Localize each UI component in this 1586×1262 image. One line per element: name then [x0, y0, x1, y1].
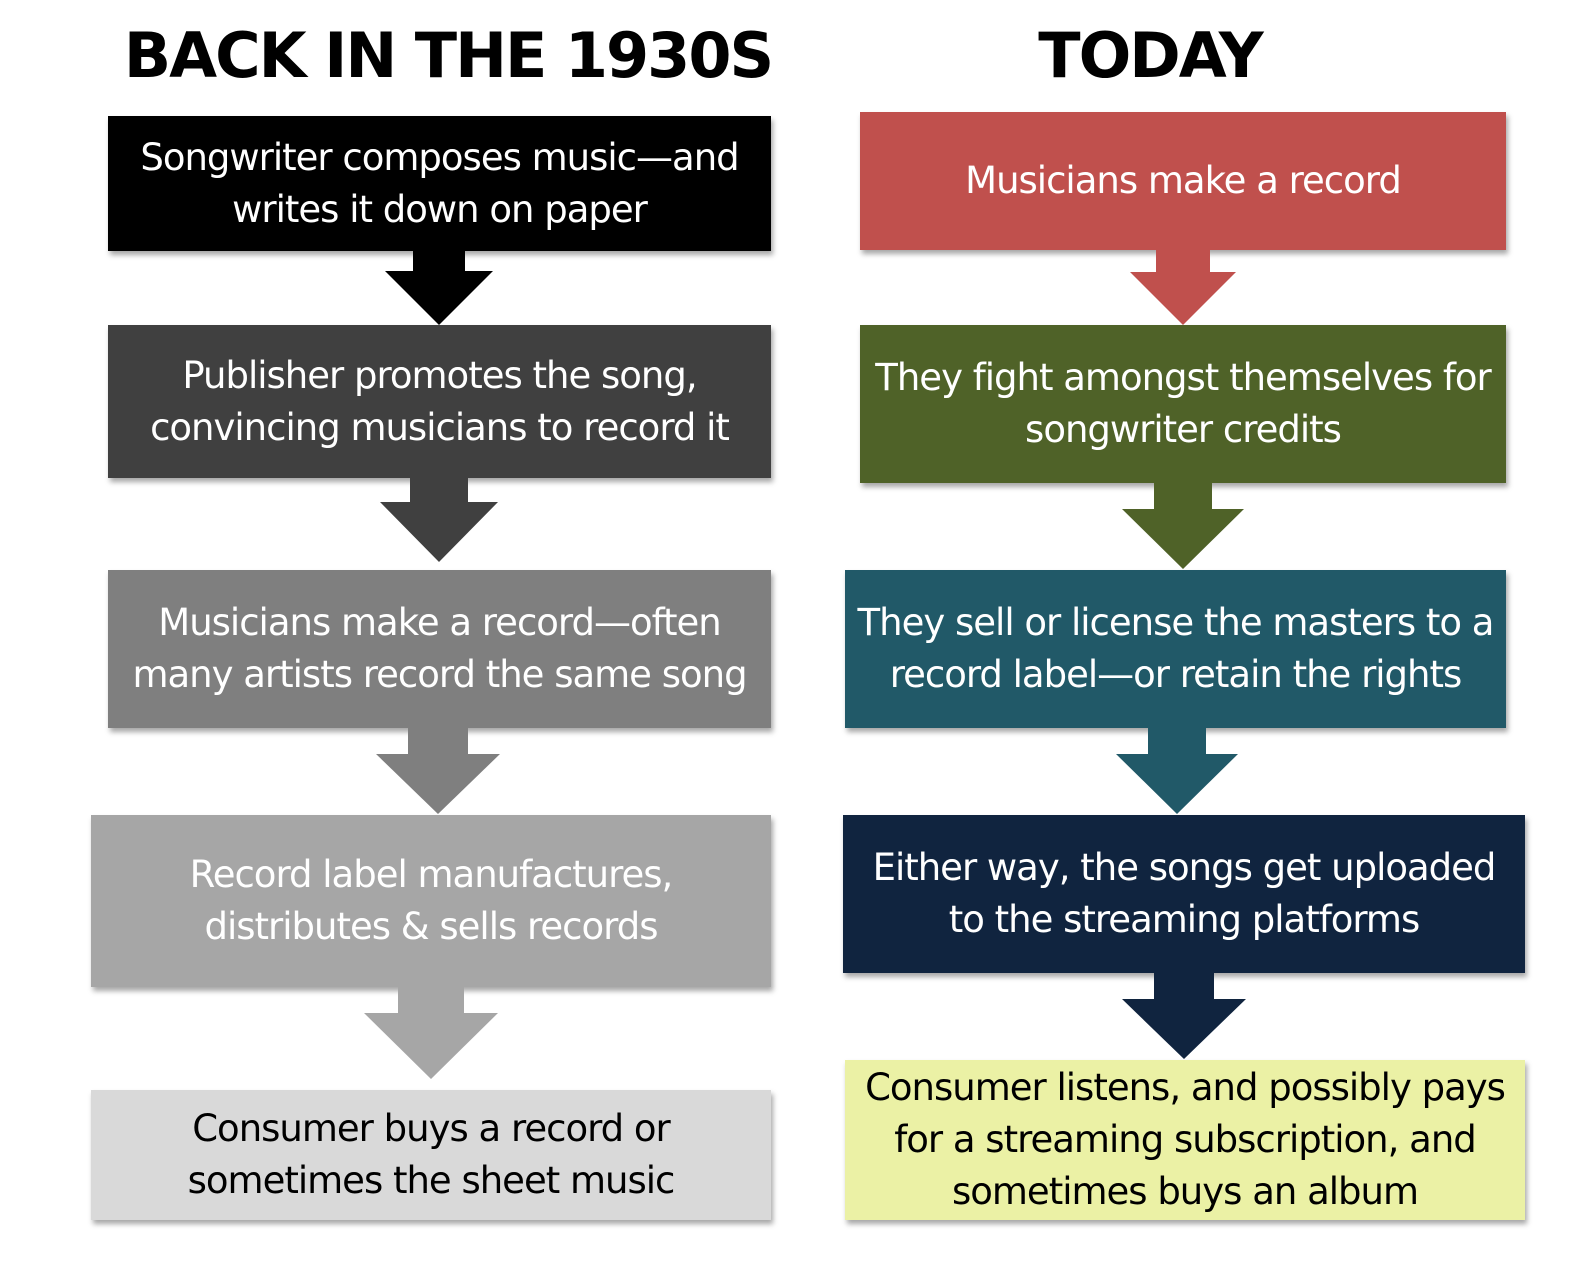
right-step-masters-label: They sell or license the masters to a re…: [857, 601, 1495, 696]
left-step-publisher-label: Publisher promotes the song, convincing …: [150, 353, 730, 449]
left-step-musicians: Musicians make a record—often many artis…: [108, 570, 771, 728]
left-arrow-3: [376, 728, 500, 814]
left-step-songwriter-label: Songwriter composes music—and writes it …: [140, 135, 739, 231]
right-step-musicians: Musicians make a record: [860, 112, 1506, 250]
right-step-streaming-label: Either way, the songs get uploaded to th…: [872, 846, 1497, 941]
left-arrow-4: [364, 987, 498, 1079]
left-step-consumer-label: Consumer buys a record or sometimes the …: [187, 1107, 676, 1202]
right-step-musicians-label: Musicians make a record: [965, 159, 1402, 202]
right-step-masters: They sell or license the masters to a re…: [845, 570, 1506, 728]
left-step-songwriter: Songwriter composes music—and writes it …: [108, 116, 771, 251]
left-step-record-label: Record label manufactures, distributes &…: [91, 815, 771, 987]
left-arrow-2: [380, 478, 498, 562]
right-arrow-4: [1122, 973, 1246, 1059]
left-column-heading: BACK IN THE 1930S: [123, 19, 774, 92]
left-step-consumer: Consumer buys a record or sometimes the …: [91, 1090, 771, 1220]
left-step-record-label-label: Record label manufactures, distributes &…: [189, 853, 674, 948]
right-arrow-3: [1116, 728, 1238, 814]
right-arrow-1: [1130, 250, 1236, 325]
right-step-consumer: Consumer listens, and possibly pays for …: [845, 1060, 1525, 1220]
left-step-publisher: Publisher promotes the song, convincing …: [108, 325, 771, 478]
right-step-songwriter-credits: They fight amongst themselves for songwr…: [860, 325, 1506, 483]
right-column-heading: TODAY: [1038, 19, 1263, 92]
right-step-consumer-label: Consumer listens, and possibly pays for …: [865, 1066, 1506, 1213]
right-arrow-2: [1122, 483, 1244, 569]
left-arrow-1: [385, 251, 493, 325]
left-step-musicians-label: Musicians make a record—often many artis…: [132, 601, 747, 696]
right-step-streaming: Either way, the songs get uploaded to th…: [843, 815, 1525, 973]
right-step-songwriter-credits-label: They fight amongst themselves for songwr…: [875, 356, 1491, 451]
